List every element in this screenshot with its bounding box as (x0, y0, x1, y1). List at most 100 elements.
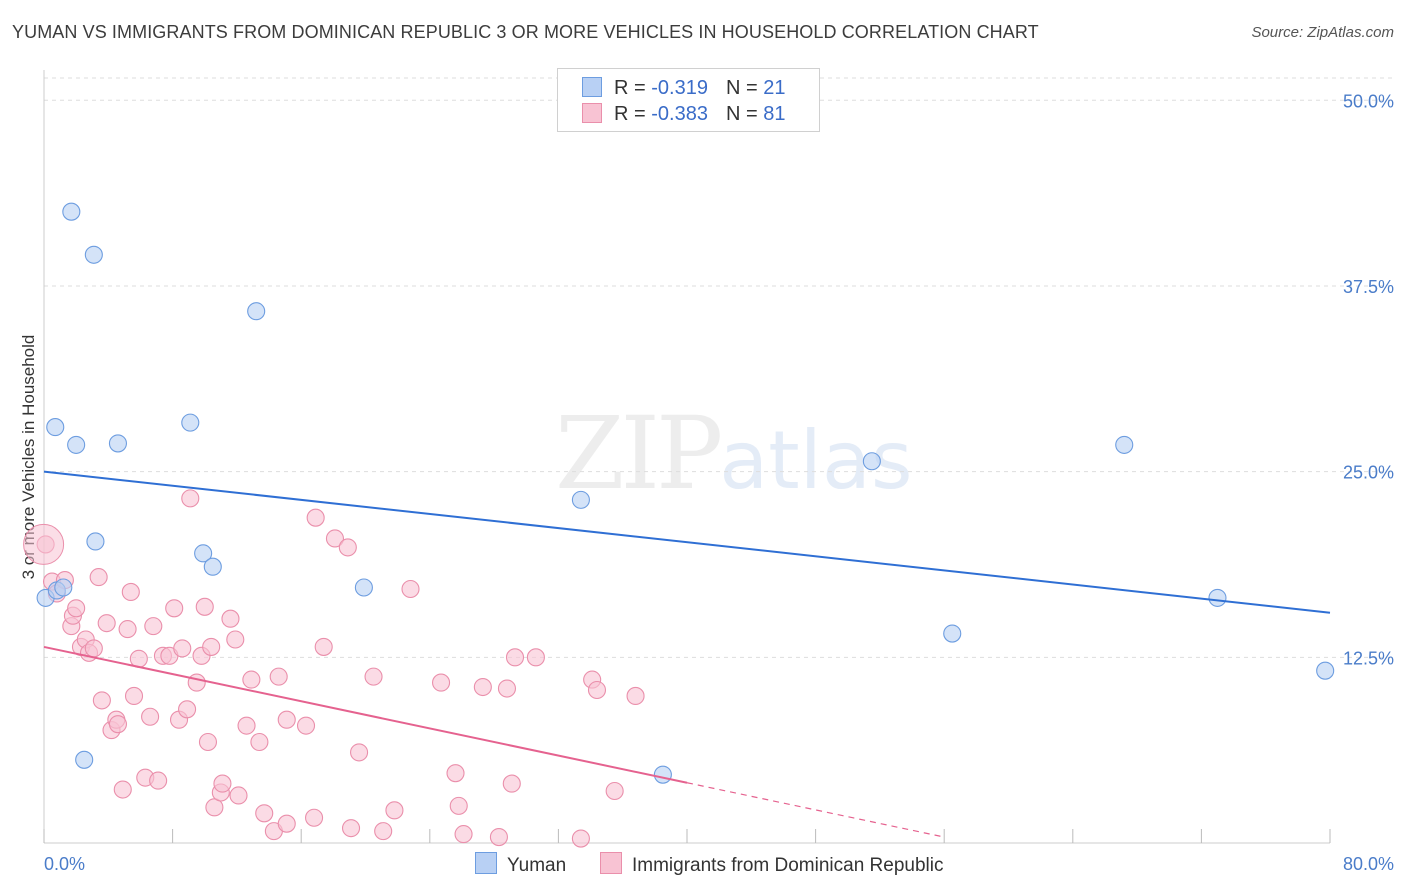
dominican-point (296, 716, 316, 735)
yuman-point (108, 434, 127, 453)
legend-row-yuman: R = -0.319 N = 21 (582, 77, 785, 99)
yuman-point (1316, 661, 1335, 680)
legend-n-value: 21 (763, 77, 786, 99)
dominican-point (277, 814, 296, 833)
dominican-point (473, 677, 492, 697)
legend-r-label: R = (614, 103, 652, 125)
yuman-trend-line (43, 470, 1331, 614)
bottom-legend-yuman: Yuman (475, 852, 566, 876)
y-tick-label: 37.5% (1343, 277, 1394, 297)
y-tick-label: 12.5% (1343, 648, 1394, 668)
dominican-point (497, 679, 517, 698)
dominican-point (338, 538, 357, 557)
legend-swatch-dominican (582, 103, 602, 123)
yuman-point (203, 557, 222, 576)
dominican-point (213, 774, 232, 793)
yuman-point (46, 418, 65, 437)
dominican-point (67, 599, 86, 618)
dominican-point (226, 630, 245, 649)
dominican-point (587, 680, 607, 700)
y-axis-label: 3 or more Vehicles in Household (19, 335, 38, 580)
chart-title: YUMAN VS IMMIGRANTS FROM DOMINICAN REPUB… (12, 22, 1039, 42)
yuman-point (653, 765, 672, 784)
dominican-point (505, 648, 525, 667)
axes (43, 70, 1330, 844)
yuman-point (571, 490, 590, 509)
yuman-point (67, 435, 86, 454)
dominican-point (124, 686, 144, 705)
dominican-point (306, 508, 325, 527)
dominican-point (187, 673, 206, 692)
dominican-point (385, 801, 404, 820)
series-yuman-points (36, 202, 1335, 784)
dominican-point (446, 764, 465, 783)
dominican-point (141, 707, 160, 726)
yuman-point (943, 624, 962, 643)
dominican-point (250, 732, 269, 752)
dominican-point (149, 771, 168, 790)
x-tick-label-max: 80.0% (1343, 854, 1394, 874)
x-tick-label-min: 0.0% (44, 854, 85, 874)
legend-r-label: R = (614, 77, 652, 99)
dominican-point (314, 637, 333, 656)
yuman-point (84, 245, 103, 264)
yuman-point (247, 302, 266, 321)
dominican-trend-line (43, 645, 688, 784)
dominican-point (626, 686, 645, 705)
y-tick-label: 25.0% (1343, 463, 1394, 483)
x-axis-ticks (43, 829, 1331, 843)
gridlines (44, 77, 1394, 658)
legend-r-value: -0.383 (651, 103, 708, 125)
dominican-point (325, 529, 345, 548)
dominican-point (364, 667, 383, 686)
dominican-point (221, 609, 240, 628)
dominican-point (341, 819, 361, 838)
bottom-legend-label-yuman: Yuman (507, 855, 567, 876)
dominican-point (242, 670, 261, 689)
dominican-point (92, 691, 111, 710)
trend-lines (43, 470, 1331, 838)
yuman-point (1208, 588, 1227, 607)
correlation-legend: R = -0.319 N = 21 R = -0.383 N = 81 (557, 68, 820, 132)
dominican-point (202, 637, 221, 656)
bottom-legend-swatch-dominican (600, 852, 622, 874)
legend-n-value: 81 (763, 103, 786, 125)
dominican-point (571, 829, 590, 848)
dominican-point (165, 599, 184, 618)
bottom-legend-swatch-yuman (475, 852, 497, 874)
legend-n-label: N = (725, 103, 764, 125)
dominican-point (374, 822, 393, 841)
yuman-point (62, 202, 81, 221)
y-axis-ticks: 12.5% 25.0% 37.5% 50.0% (1343, 91, 1394, 668)
dominican-point (144, 617, 163, 636)
dominican-point (454, 825, 473, 844)
dominican-point (121, 582, 140, 602)
yuman-point (862, 452, 881, 471)
legend-r-value: -0.319 (651, 77, 708, 99)
dominican-point (255, 804, 274, 823)
dominican-point (432, 673, 451, 692)
dominican-point (449, 796, 468, 815)
dominican-point-large (23, 523, 65, 565)
legend-swatch-yuman (582, 77, 602, 97)
dominican-point (84, 639, 103, 658)
dominican-point (350, 743, 369, 762)
yuman-point (86, 532, 105, 551)
dominican-point (237, 716, 256, 735)
yuman-point (75, 750, 94, 769)
series-dominican-points (23, 489, 645, 848)
yuman-point (354, 578, 373, 597)
yuman-point (181, 413, 200, 432)
dominican-point (181, 489, 200, 508)
dominican-point (489, 828, 508, 847)
legend-row-dominican: R = -0.383 N = 81 (582, 103, 785, 125)
yuman-point (54, 578, 73, 597)
dominican-point (229, 786, 248, 805)
dominican-point (277, 710, 296, 729)
dominican-point (108, 715, 127, 734)
dominican-point (195, 597, 214, 616)
dominican-point (305, 808, 324, 827)
dominican-point (89, 568, 108, 587)
bottom-legend-label-dominican: Immigrants from Dominican Republic (632, 855, 944, 876)
